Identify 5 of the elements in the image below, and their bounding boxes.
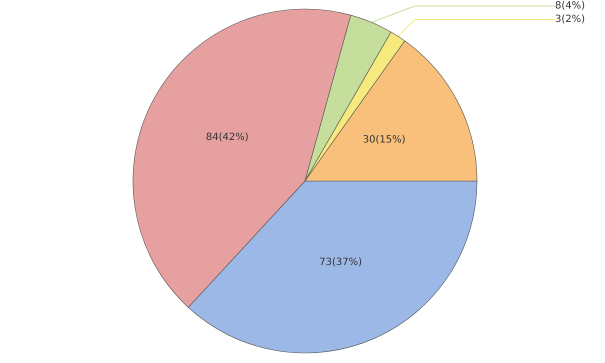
data-label: 84(42%): [206, 132, 249, 144]
data-label: 3(2%): [555, 14, 586, 25]
data-label: 73(37%): [319, 257, 362, 268]
data-label: 30(15%): [362, 134, 406, 146]
data-label: 8(4%): [555, 0, 586, 12]
